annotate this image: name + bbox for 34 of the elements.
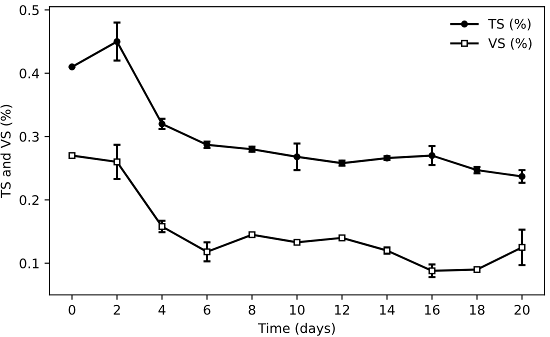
point [294,153,300,160]
point [204,248,210,256]
point [158,223,166,230]
point [248,231,256,238]
x-axis-title: Time (days) [258,322,335,336]
point [518,244,526,251]
x-tick-label: 0 [68,304,76,315]
y-tick-label: 0.5 [20,5,39,16]
x-tick-label: 16 [425,304,440,315]
point [68,152,76,160]
x-tick-label: 2 [114,304,120,315]
x-tick-label: 20 [514,304,530,315]
point [338,234,346,242]
x-tick-label: 4 [158,305,166,315]
point [114,158,120,166]
y-tick-label: 0.2 [20,195,38,206]
point [474,266,480,274]
y-tick-label: 0.3 [20,132,39,142]
legend-label: TS (%) [488,18,531,30]
x-tick-label: 8 [248,304,256,315]
point [518,172,526,180]
point [294,238,300,246]
x-tick-label: 14 [380,305,395,315]
y-axis-title: TS and VS (%) [0,104,12,198]
point [114,38,120,46]
y-tick-label: 0.1 [20,258,39,268]
point [428,267,436,274]
point [428,152,436,160]
x-tick-label: 18 [470,304,484,315]
x-tick-label: 12 [335,304,350,315]
x-tick-label: 6 [204,304,210,315]
x-tick-label: 10 [290,304,305,315]
y-tick-label: 0.4 [20,68,40,78]
legend-label: VS (%) [488,38,532,50]
